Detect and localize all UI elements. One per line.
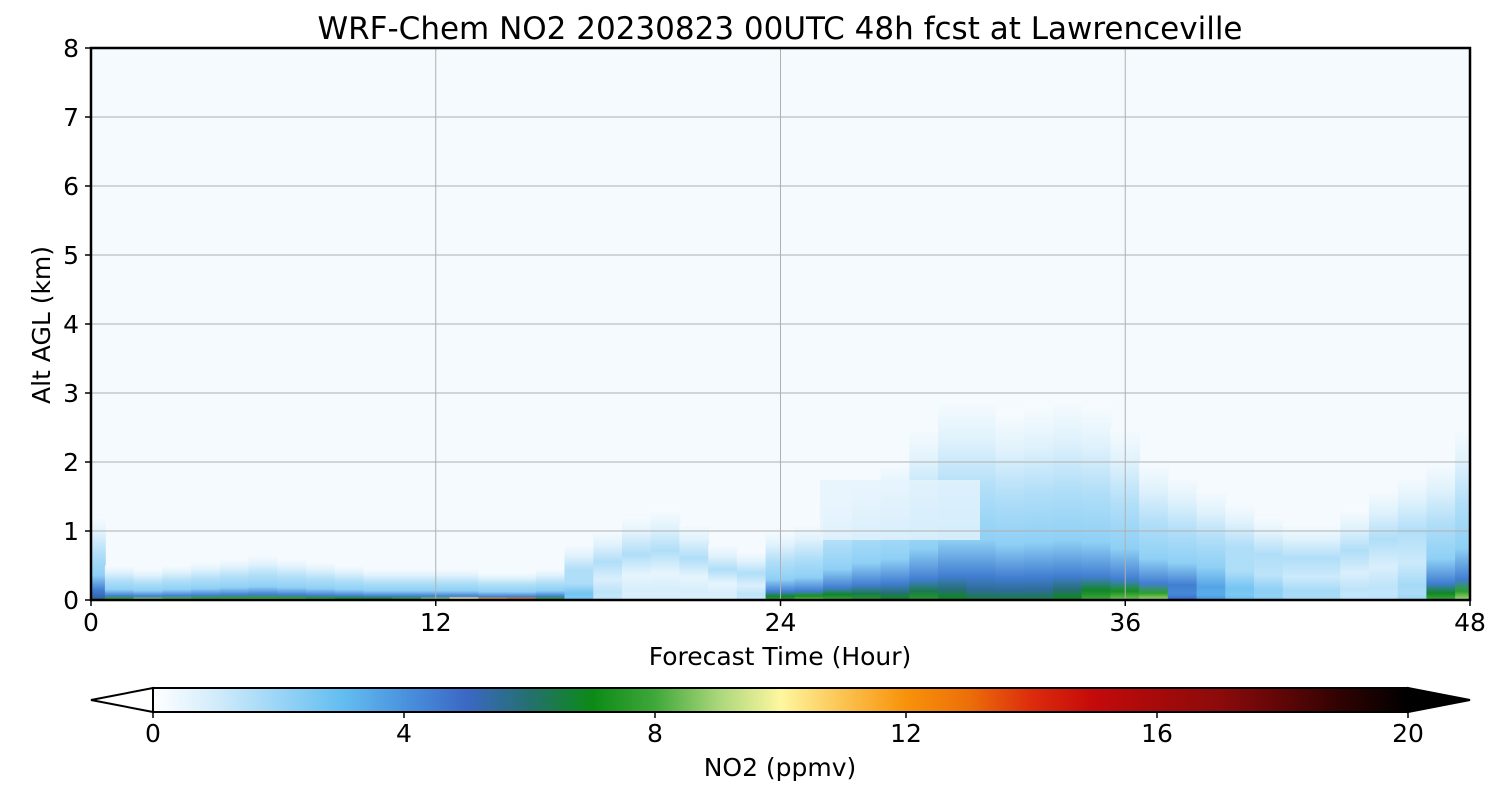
- profile-hour-22: [708, 544, 738, 600]
- y-tick-label: 4: [63, 310, 79, 339]
- profile-hour-20: [650, 510, 681, 600]
- profile-hour-15: [507, 572, 537, 600]
- colorbar-extend-min: [90, 686, 154, 714]
- y-tick-label: 6: [63, 172, 79, 201]
- chart-title: WRF-Chem NO2 20230823 00UTC 48h fcst at …: [317, 11, 1242, 47]
- profile-hour-32: [995, 413, 1026, 600]
- profile-hour-1: [104, 565, 135, 600]
- profile-hour-3: [162, 565, 192, 600]
- x-tick-label: 24: [765, 608, 797, 637]
- y-tick-label: 5: [63, 241, 79, 270]
- profile-hour-11: [392, 569, 422, 600]
- x-tick-label: 0: [83, 608, 99, 637]
- y-tick-label: 2: [63, 448, 79, 477]
- y-tick-label: 0: [63, 586, 79, 615]
- profile-hour-7: [277, 558, 307, 600]
- y-axis-label: Alt AGL (km): [27, 246, 56, 404]
- profile-hour-48: [1455, 427, 1470, 600]
- profile-hour-19: [622, 517, 652, 600]
- x-tick-label: 36: [1109, 608, 1141, 637]
- colorbar-tick-label: 0: [145, 719, 161, 748]
- profile-hour-0: [91, 517, 106, 600]
- x-tick-label: 48: [1454, 608, 1486, 637]
- y-tick-label: 8: [63, 34, 79, 63]
- y-tick-label: 7: [63, 103, 79, 132]
- colorbar-tick-label: 8: [647, 719, 663, 748]
- x-axis-label: Forecast Time (Hour): [649, 642, 912, 671]
- colorbar-ticks: 0 4 8 12 16 20: [145, 712, 1424, 748]
- colorbar-gradient: [153, 688, 1408, 712]
- profile-hour-25: [794, 524, 825, 600]
- profile-hour-9: [334, 565, 365, 600]
- profile-hour-5: [219, 558, 250, 600]
- x-axis: 0 12 24 36 48: [83, 600, 1486, 637]
- colorbar-frame: [152, 687, 1409, 713]
- profile-hour-6: [248, 555, 279, 600]
- profile-hour-4: [191, 562, 221, 600]
- colorbar-label: NO2 (ppmv): [704, 753, 857, 782]
- y-tick-label: 1: [63, 517, 79, 546]
- colorbar-tick-label: 4: [396, 719, 412, 748]
- profile-hour-43: [1311, 524, 1342, 600]
- profile-hour-10: [363, 569, 394, 600]
- profile-hour-2: [133, 569, 164, 600]
- colorbar-extend-max: [1407, 686, 1471, 714]
- profile-hour-17: [564, 544, 595, 600]
- profile-hour-8: [306, 562, 336, 600]
- colorbar-tick-label: 12: [890, 719, 922, 748]
- profile-hour-38: [1167, 475, 1198, 600]
- profile-hour-18: [593, 531, 623, 600]
- profile-hour-16: [535, 569, 566, 600]
- profile-hour-13: [449, 569, 480, 600]
- profile-hour-34: [1052, 399, 1083, 600]
- colorbar: 0 4 8 12 16 20 NO2 (ppmv): [90, 686, 1471, 782]
- profile-hour-44: [1340, 510, 1370, 600]
- profile-hour-40: [1225, 503, 1255, 600]
- y-axis: 0 1 2 3 4 5 6 7 8: [63, 34, 91, 615]
- x-tick-label: 12: [420, 608, 452, 637]
- colorbar-tick-label: 20: [1392, 719, 1424, 748]
- profile-hour-33: [1024, 406, 1054, 600]
- profile-hour-35: [1081, 406, 1112, 600]
- profile-hour-45: [1368, 489, 1399, 600]
- elevated-layer-patch: [820, 480, 980, 540]
- profile-hour-39: [1196, 489, 1227, 600]
- profile-hour-23: [736, 551, 767, 600]
- no2-field: [91, 399, 1470, 600]
- profile-hour-21: [679, 524, 710, 600]
- profile-hour-46: [1397, 475, 1428, 600]
- profile-hour-42: [1282, 524, 1313, 600]
- profile-hour-14: [478, 572, 508, 600]
- colorbar-tick-label: 16: [1141, 719, 1173, 748]
- y-tick-label: 3: [63, 379, 79, 408]
- profile-hour-41: [1254, 517, 1284, 600]
